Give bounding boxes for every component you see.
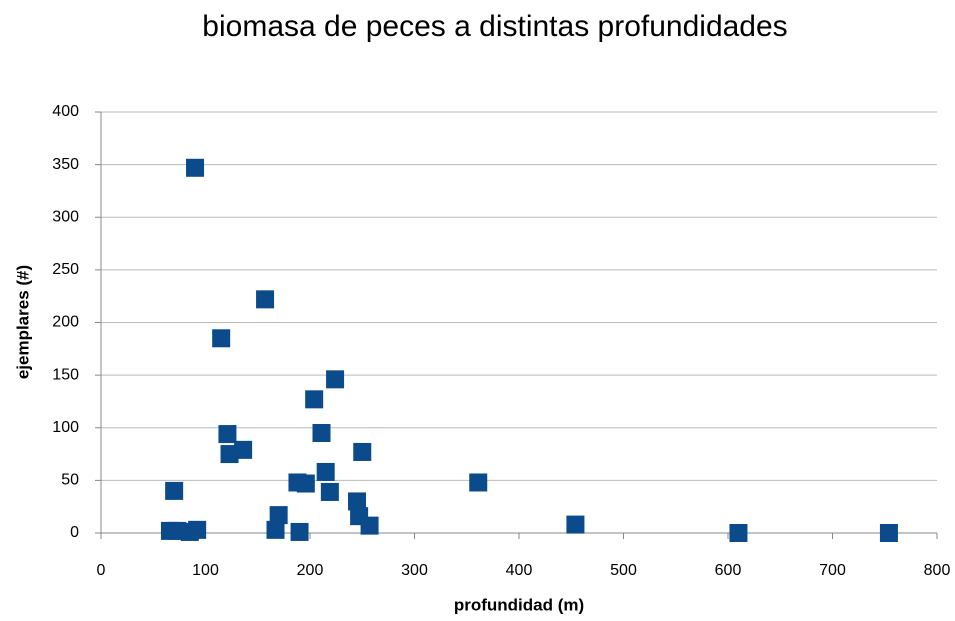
scatter-point xyxy=(353,442,372,461)
scatter-point xyxy=(312,424,331,443)
x-tick-label: 700 xyxy=(819,562,846,579)
scatter-point xyxy=(218,425,237,444)
x-tick-label: 300 xyxy=(401,562,428,579)
y-tick-label: 200 xyxy=(52,314,79,331)
scatter-point xyxy=(326,370,345,389)
scatter-point xyxy=(296,474,315,493)
scatter-point xyxy=(186,158,205,177)
y-tick-label: 50 xyxy=(61,472,79,489)
scatter-point xyxy=(316,462,335,481)
chart-title: biomasa de peces a distintas profundidad… xyxy=(202,10,787,43)
y-tick-label: 250 xyxy=(52,261,79,278)
scatter-point xyxy=(879,524,898,542)
scatter-point xyxy=(266,520,285,539)
x-tick-label: 0 xyxy=(97,562,106,579)
x-tick-label: 800 xyxy=(924,562,951,579)
x-tick-label: 600 xyxy=(715,562,742,579)
scatter-point xyxy=(212,329,231,348)
y-tick-label: 150 xyxy=(52,366,79,383)
scatter-point xyxy=(290,522,309,541)
y-tick-label: 350 xyxy=(52,156,79,173)
x-tick-label: 500 xyxy=(610,562,637,579)
scatter-point xyxy=(220,445,239,464)
scatter-point xyxy=(566,515,585,534)
scatter-point xyxy=(360,516,379,535)
x-tick-label: 200 xyxy=(297,562,324,579)
scatter-point xyxy=(469,473,488,492)
scatter-point xyxy=(269,506,288,525)
x-tick-label: 400 xyxy=(506,562,533,579)
scatter-point xyxy=(165,481,184,500)
scatter-point xyxy=(234,440,253,459)
scatter-point xyxy=(188,520,207,539)
scatter-point xyxy=(320,482,339,501)
scatter-point xyxy=(305,390,324,409)
x-axis-label: profundidad (m) xyxy=(454,595,584,614)
scatter-point xyxy=(256,290,275,309)
y-tick-label: 0 xyxy=(70,524,79,541)
x-tick-label: 100 xyxy=(192,562,219,579)
scatter-point xyxy=(729,524,748,542)
y-tick-label: 100 xyxy=(52,419,79,436)
y-axis-label: ejemplares (#) xyxy=(13,265,32,379)
scatter-point xyxy=(348,492,367,511)
y-tick-label: 300 xyxy=(52,208,79,225)
y-tick-label: 400 xyxy=(52,103,79,120)
